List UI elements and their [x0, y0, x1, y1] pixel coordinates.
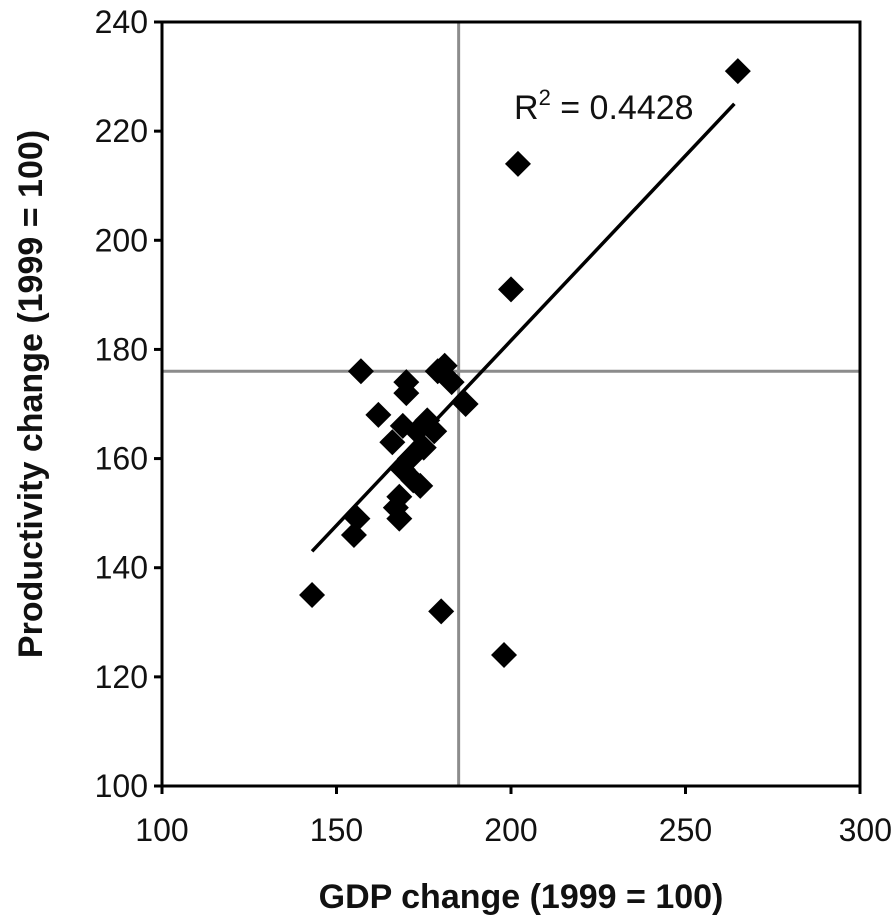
data-point — [393, 380, 420, 407]
data-point — [379, 429, 406, 456]
y-tick-label: 180 — [95, 331, 148, 367]
data-point — [428, 598, 455, 625]
x-tick-label: 300 — [839, 812, 892, 848]
x-tick-label: 100 — [135, 812, 188, 848]
x-tick-label: 250 — [659, 812, 712, 848]
data-point — [299, 582, 326, 608]
data-point — [491, 642, 518, 669]
y-axis-ticks: 100 120 140 160 180 200 220 240 — [95, 4, 162, 804]
x-axis-ticks: 100 150 200 250 300 — [135, 786, 892, 848]
x-tick-label: 200 — [484, 812, 537, 848]
data-points — [299, 58, 751, 669]
x-axis-title: GDP change (1999 = 100) — [319, 878, 724, 916]
data-point — [410, 434, 437, 461]
data-point — [407, 472, 434, 499]
data-point — [498, 276, 524, 303]
data-point — [386, 505, 413, 532]
y-axis-title: Productivity change (1999 = 100) — [12, 130, 50, 658]
data-point — [365, 401, 392, 428]
plot-area-frame — [160, 20, 862, 788]
r-squared-superscript: 2 — [539, 85, 551, 110]
y-tick-label: 200 — [95, 222, 148, 258]
trendline — [310, 102, 736, 553]
data-point — [504, 150, 531, 177]
y-tick-label: 160 — [95, 441, 148, 477]
data-point — [724, 58, 751, 85]
r-squared-annotation: R2 = 0.4428 — [514, 85, 694, 127]
y-tick-label: 100 — [95, 768, 148, 804]
data-point — [452, 391, 479, 417]
r-squared-value: = 0.4428 — [551, 89, 694, 127]
data-point — [347, 358, 374, 385]
y-tick-label: 240 — [95, 4, 148, 40]
y-tick-label: 220 — [95, 113, 148, 149]
data-point — [386, 483, 413, 510]
r-squared-base: R — [514, 89, 539, 127]
y-tick-label: 140 — [95, 550, 148, 586]
y-tick-label: 120 — [95, 659, 148, 695]
data-point — [438, 369, 465, 396]
data-point — [421, 418, 448, 445]
reference-lines — [162, 22, 860, 786]
x-tick-label: 150 — [310, 812, 363, 848]
data-point — [344, 505, 371, 532]
